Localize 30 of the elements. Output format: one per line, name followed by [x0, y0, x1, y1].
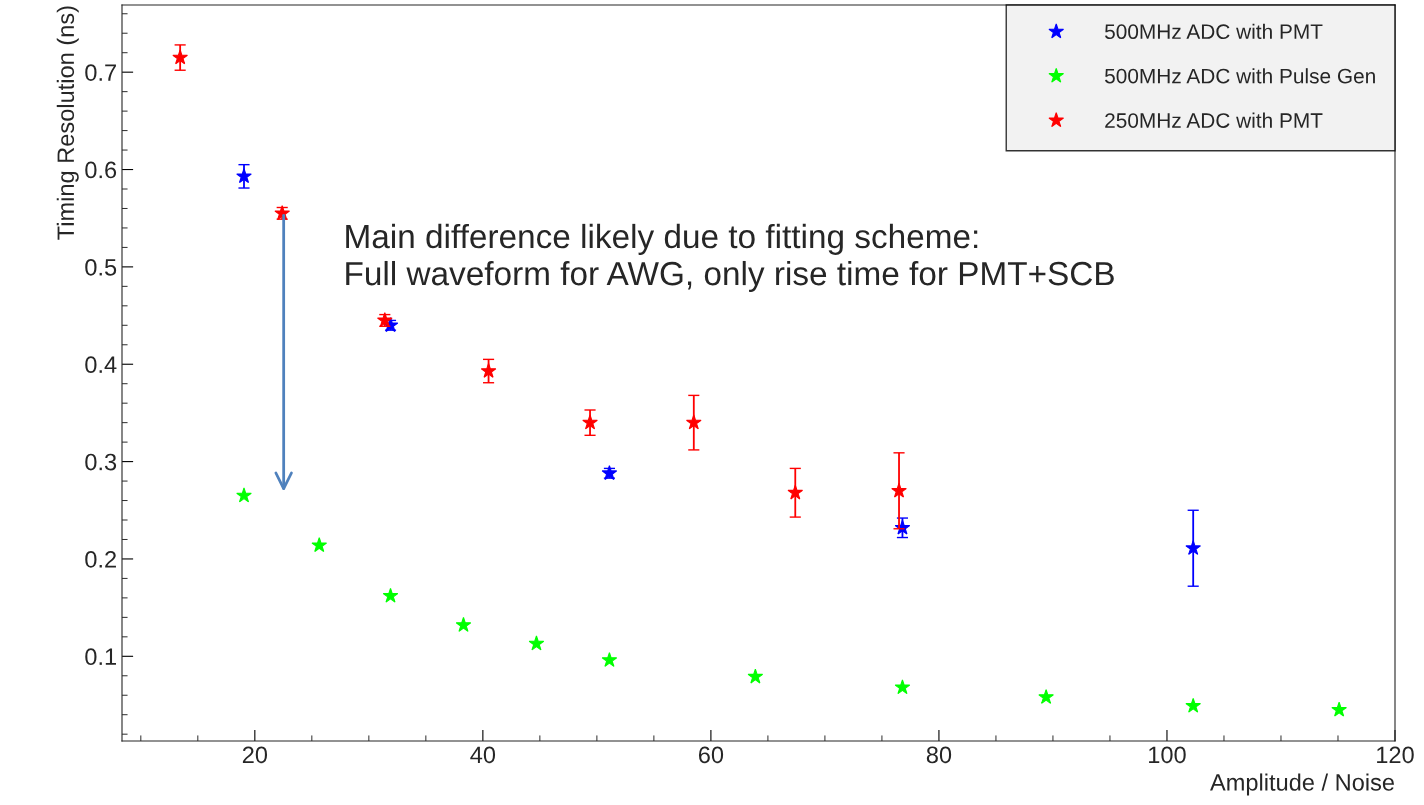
x-tick-label: 40	[470, 746, 496, 764]
y-tick-label: 0.2	[85, 551, 116, 568]
legend-label: 500MHz ADC with PMT	[1104, 23, 1323, 40]
x-tick-label: 20	[242, 746, 268, 764]
legend-label: 250MHz ADC with PMT	[1105, 112, 1323, 128]
point	[601, 652, 618, 667]
x-tick-label: 80	[926, 746, 952, 764]
point	[1331, 701, 1347, 717]
x-axis-title: Amplitude / Noise	[1210, 773, 1394, 796]
annotation: Main difference likely due to fitting scheme: Full waveform for AWG, only rise time for PMT+SCB	[346, 223, 1114, 293]
point	[236, 487, 252, 503]
y-tick-label: 0.7	[85, 64, 116, 81]
y-tick-label: 0.4	[85, 356, 117, 374]
point	[528, 635, 545, 651]
point	[455, 616, 472, 632]
point	[894, 679, 911, 695]
y-tick-label: 0.5	[85, 258, 117, 276]
point	[1185, 697, 1202, 713]
y-tick-label: 0.3	[85, 453, 117, 471]
point	[747, 668, 764, 684]
point	[1038, 688, 1054, 704]
legend-label: 500MHz ADC with Pulse Gen	[1104, 68, 1375, 84]
x-tick-label: 60	[698, 746, 724, 764]
point	[382, 587, 399, 603]
y-tick-label: 0.1	[85, 648, 116, 666]
x-tick-label: 100	[1149, 746, 1186, 764]
x-tick-label: 120	[1377, 746, 1414, 764]
y-tick-label: 0.6	[85, 161, 117, 179]
y-axis-title: Timing Resolution (ns)	[56, 6, 79, 240]
point	[311, 537, 328, 553]
